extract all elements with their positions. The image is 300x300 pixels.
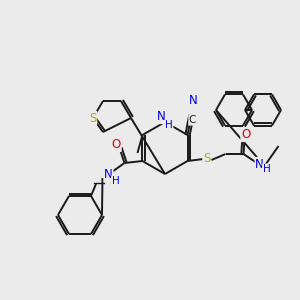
Text: H: H bbox=[165, 120, 173, 130]
Text: N: N bbox=[255, 158, 264, 170]
Text: O: O bbox=[112, 139, 121, 152]
Text: O: O bbox=[241, 128, 250, 142]
Text: N: N bbox=[189, 94, 198, 106]
Text: H: H bbox=[112, 176, 119, 186]
Text: S: S bbox=[203, 152, 210, 166]
Text: N: N bbox=[104, 169, 113, 182]
Text: C: C bbox=[189, 115, 196, 125]
Text: H: H bbox=[262, 164, 270, 174]
Text: N: N bbox=[157, 110, 165, 124]
Text: S: S bbox=[89, 112, 97, 124]
